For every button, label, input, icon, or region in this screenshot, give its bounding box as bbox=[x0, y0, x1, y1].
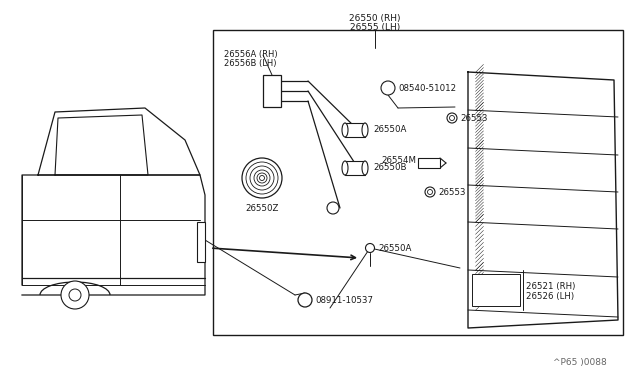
Bar bbox=[197, 222, 205, 262]
Ellipse shape bbox=[362, 123, 368, 137]
Ellipse shape bbox=[342, 123, 348, 137]
Circle shape bbox=[365, 244, 374, 253]
Circle shape bbox=[447, 113, 457, 123]
Circle shape bbox=[69, 289, 81, 301]
Bar bbox=[345, 161, 365, 175]
Circle shape bbox=[298, 293, 312, 307]
Circle shape bbox=[425, 187, 435, 197]
Text: 26550B: 26550B bbox=[373, 163, 406, 172]
Text: 26521 (RH): 26521 (RH) bbox=[526, 282, 575, 291]
Bar bbox=[213, 30, 623, 335]
Circle shape bbox=[327, 202, 339, 214]
Text: N: N bbox=[301, 295, 308, 305]
Text: 26526 (LH): 26526 (LH) bbox=[526, 292, 574, 301]
Text: 26550Z: 26550Z bbox=[245, 204, 278, 213]
Text: 26553: 26553 bbox=[460, 114, 488, 123]
Text: ^P65 )0088: ^P65 )0088 bbox=[553, 358, 607, 367]
Text: S: S bbox=[385, 83, 390, 93]
Circle shape bbox=[449, 115, 454, 121]
Circle shape bbox=[428, 189, 433, 195]
Bar bbox=[472, 274, 520, 306]
Text: 26556A (RH): 26556A (RH) bbox=[224, 50, 278, 59]
Ellipse shape bbox=[362, 161, 368, 175]
Text: 26555 (LH): 26555 (LH) bbox=[350, 23, 400, 32]
Text: 26553: 26553 bbox=[438, 188, 465, 197]
FancyBboxPatch shape bbox=[418, 158, 440, 168]
Text: 26550A: 26550A bbox=[378, 244, 412, 253]
Ellipse shape bbox=[342, 161, 348, 175]
Circle shape bbox=[61, 281, 89, 309]
Bar bbox=[263, 75, 281, 107]
Text: 08540-51012: 08540-51012 bbox=[398, 84, 456, 93]
Text: 26556B (LH): 26556B (LH) bbox=[224, 59, 276, 68]
Text: 26554M: 26554M bbox=[381, 156, 416, 165]
Circle shape bbox=[381, 81, 395, 95]
Bar bbox=[345, 123, 365, 137]
Text: 26550A: 26550A bbox=[373, 125, 406, 134]
Text: 26550 (RH): 26550 (RH) bbox=[349, 14, 401, 23]
Circle shape bbox=[242, 158, 282, 198]
Text: 08911-10537: 08911-10537 bbox=[315, 296, 373, 305]
